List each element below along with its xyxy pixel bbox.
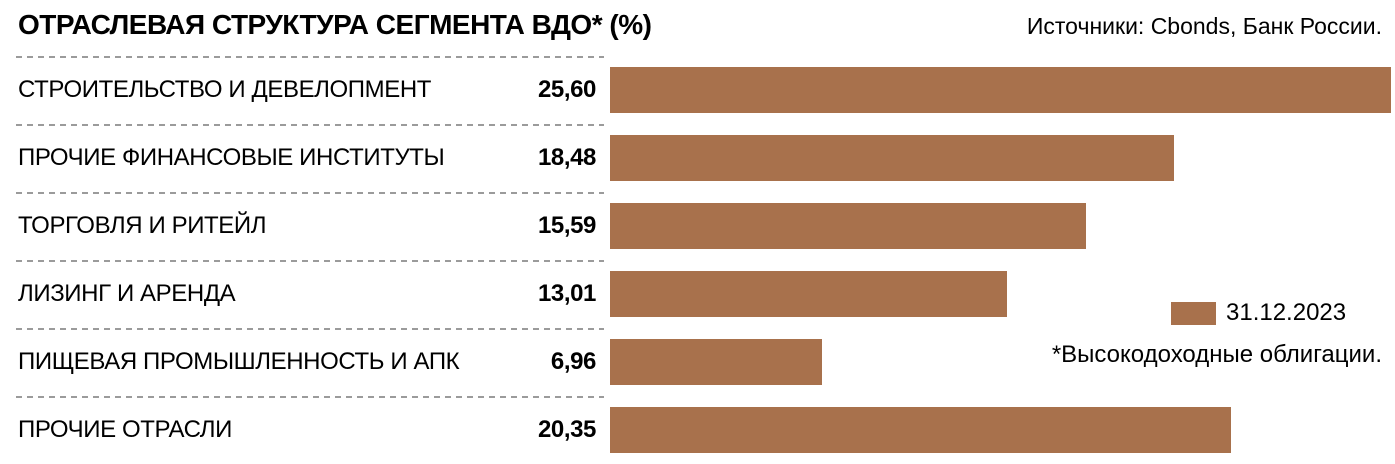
bar — [610, 135, 1174, 181]
row-divider — [16, 260, 604, 262]
page-title: ОТРАСЛЕВАЯ СТРУКТУРА СЕГМЕНТА ВДО* (%) — [18, 9, 652, 40]
row-divider — [16, 124, 604, 126]
row-left: ПИЩЕВАЯ ПРОМЫШЛЕННОСТЬ И АПК 6,96 — [0, 348, 610, 376]
bar — [610, 67, 1391, 113]
row-divider — [16, 396, 604, 398]
row-divider — [16, 192, 604, 194]
row-left: ПРОЧИЕ ФИНАНСОВЫЕ ИНСТИТУТЫ 18,48 — [0, 144, 610, 172]
row-divider — [16, 328, 604, 330]
chart-header: ОТРАСЛЕВАЯ СТРУКТУРА СЕГМЕНТА ВДО* (%) И… — [0, 0, 1395, 47]
row-left: ПРОЧИЕ ОТРАСЛИ 20,35 — [0, 416, 610, 444]
value-label: 13,01 — [537, 280, 596, 307]
value-label: 6,96 — [550, 348, 597, 375]
chart-rows: СТРОИТЕЛЬСТВО И ДЕВЕЛОПМЕНТ 25,60 ПРОЧИЕ… — [0, 56, 1395, 464]
bar-track — [610, 271, 1391, 317]
value-label: 20,35 — [537, 416, 596, 443]
row-divider — [16, 56, 604, 58]
footnote: *Высокодоходные облигации. — [1051, 341, 1382, 368]
chart-row: ПИЩЕВАЯ ПРОМЫШЛЕННОСТЬ И АПК 6,96 — [0, 328, 1395, 396]
value-label: 25,60 — [537, 76, 596, 103]
chart-row: ТОРГОВЛЯ И РИТЕЙЛ 15,59 — [0, 192, 1395, 260]
chart-row: ПРОЧИЕ ОТРАСЛИ 20,35 — [0, 396, 1395, 464]
row-left: СТРОИТЕЛЬСТВО И ДЕВЕЛОПМЕНТ 25,60 — [0, 76, 610, 104]
chart-row: ЛИЗИНГ И АРЕНДА 13,01 — [0, 260, 1395, 328]
legend: 31.12.2023 — [1171, 299, 1346, 327]
bar-track — [610, 135, 1391, 181]
source-text: Источники: Cbonds, Банк России. — [1026, 13, 1382, 39]
category-label: ПРОЧИЕ ФИНАНСОВЫЕ ИНСТИТУТЫ — [18, 144, 445, 171]
chart-row: СТРОИТЕЛЬСТВО И ДЕВЕЛОПМЕНТ 25,60 — [0, 56, 1395, 124]
bar — [610, 271, 1007, 317]
value-label: 18,48 — [537, 144, 596, 171]
bar-track — [610, 203, 1391, 249]
bar — [610, 203, 1086, 249]
bar-track — [610, 407, 1391, 453]
bar — [610, 407, 1231, 453]
bar-track — [610, 339, 1391, 385]
category-label: СТРОИТЕЛЬСТВО И ДЕВЕЛОПМЕНТ — [18, 76, 432, 103]
legend-swatch — [1171, 301, 1216, 325]
category-label: ПРОЧИЕ ОТРАСЛИ — [18, 416, 232, 443]
chart-row: ПРОЧИЕ ФИНАНСОВЫЕ ИНСТИТУТЫ 18,48 — [0, 124, 1395, 192]
legend-label: 31.12.2023 — [1226, 299, 1347, 326]
row-left: ЛИЗИНГ И АРЕНДА 13,01 — [0, 280, 610, 308]
category-label: ПИЩЕВАЯ ПРОМЫШЛЕННОСТЬ И АПК — [18, 348, 460, 375]
category-label: ТОРГОВЛЯ И РИТЕЙЛ — [18, 212, 267, 239]
bar-track — [610, 67, 1391, 113]
category-label: ЛИЗИНГ И АРЕНДА — [18, 280, 236, 307]
value-label: 15,59 — [537, 212, 596, 239]
row-left: ТОРГОВЛЯ И РИТЕЙЛ 15,59 — [0, 212, 610, 240]
bar — [610, 339, 823, 385]
